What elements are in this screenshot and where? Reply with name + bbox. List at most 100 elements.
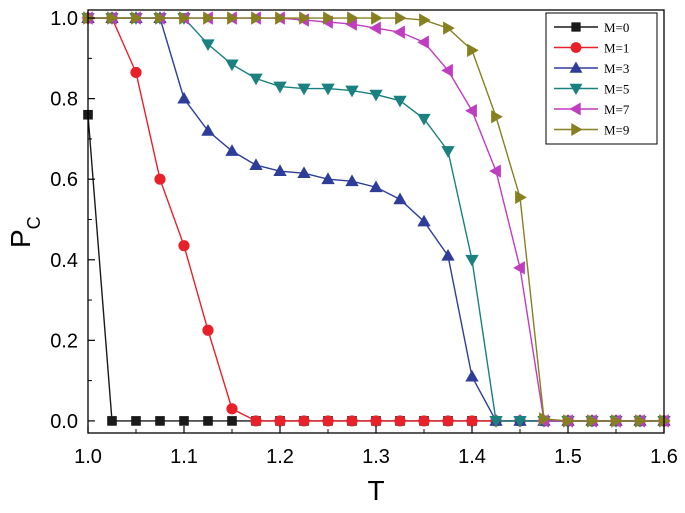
data-point: [570, 42, 582, 53]
data-point: [203, 11, 215, 25]
data-point: [201, 124, 215, 136]
y-tick-label: 0.6: [50, 169, 78, 191]
data-point: [393, 25, 405, 39]
y-tick-label: 0.2: [50, 330, 78, 352]
data-point: [587, 414, 599, 428]
data-point: [369, 180, 383, 193]
data-point: [227, 11, 239, 25]
data-point: [131, 416, 141, 426]
legend-label: M=7: [604, 102, 630, 117]
data-point: [395, 11, 407, 25]
data-point: [418, 415, 430, 427]
data-point: [347, 11, 359, 25]
data-point: [569, 102, 581, 116]
data-point: [370, 415, 382, 427]
data-point: [130, 66, 142, 79]
data-point: [274, 415, 286, 427]
data-point: [393, 192, 407, 205]
data-point: [441, 146, 455, 158]
data-point: [442, 415, 454, 427]
data-point: [465, 254, 479, 267]
x-tick-label: 1.5: [554, 446, 582, 468]
series-layer: [81, 11, 671, 428]
data-point: [369, 89, 383, 102]
x-tick-label: 1.6: [650, 446, 678, 468]
legend-item: M=7: [554, 102, 630, 117]
data-point: [177, 91, 191, 104]
data-point: [250, 415, 262, 427]
legend-label: M=0: [604, 20, 629, 35]
data-point: [107, 11, 119, 25]
legend-item: M=5: [554, 82, 629, 97]
data-point: [273, 81, 287, 94]
data-point: [179, 11, 191, 25]
data-point: [513, 261, 525, 275]
data-point: [345, 85, 359, 98]
legend-item: M=3: [554, 61, 629, 76]
data-point: [369, 21, 381, 35]
data-point: [275, 11, 287, 25]
y-axis-title: PC: [5, 216, 44, 248]
data-point: [251, 11, 263, 25]
data-point: [298, 415, 310, 427]
y-tick-label: 0.8: [50, 89, 78, 111]
data-point: [225, 59, 239, 72]
x-tick-label: 1.0: [74, 446, 102, 468]
data-point: [569, 61, 583, 73]
data-point: [611, 414, 623, 428]
data-point: [571, 123, 583, 136]
data-point: [371, 11, 383, 25]
y-axis-title-main: P: [5, 229, 36, 248]
data-point: [273, 164, 287, 177]
data-point: [249, 73, 263, 86]
data-point: [227, 416, 237, 426]
data-point: [441, 248, 455, 261]
data-point: [465, 104, 477, 118]
data-point: [563, 414, 575, 428]
data-point: [155, 416, 165, 426]
data-point: [346, 415, 358, 427]
data-point: [107, 416, 117, 426]
legend-box: [545, 12, 658, 145]
axis-ticks: 1.0 1.1 1.2 1.3 1.4 1.5 1.6 0.0 0.2 0.4 0.6 0.8 1.0: [50, 8, 678, 468]
data-point: [635, 414, 647, 428]
data-point: [467, 43, 479, 57]
x-axis-title: T: [367, 475, 384, 506]
legend-item: M=9: [554, 123, 629, 138]
data-point: [249, 158, 263, 170]
y-axis-title-subscript: C: [24, 216, 44, 229]
legend-label: M=3: [604, 61, 629, 76]
series-line: [87, 114, 664, 422]
data-point: [297, 83, 311, 96]
data-point: [322, 415, 334, 427]
data-point: [515, 190, 527, 204]
data-point: [659, 414, 671, 428]
legend-item: M=0: [554, 20, 629, 35]
series-m-0: [83, 109, 669, 426]
data-point: [321, 83, 335, 96]
legend: M=0 M=1 M=3 M=5 M=7 M=9: [545, 12, 658, 145]
data-point: [203, 416, 213, 426]
data-point: [178, 240, 190, 252]
data-point: [321, 172, 335, 185]
data-point: [299, 11, 311, 25]
data-point: [154, 173, 166, 185]
data-point: [539, 412, 551, 426]
data-point: [417, 35, 429, 49]
data-point: [345, 174, 359, 187]
data-point: [513, 416, 527, 428]
legend-item: M=1: [554, 41, 629, 56]
y-tick-label: 1.0: [50, 8, 78, 30]
data-point: [179, 416, 189, 426]
data-point: [419, 13, 431, 27]
data-point: [443, 21, 455, 35]
data-point: [394, 415, 406, 427]
data-point: [465, 369, 479, 382]
data-point: [155, 11, 167, 25]
y-tick-label: 0.4: [50, 250, 78, 272]
x-tick-label: 1.3: [362, 446, 390, 468]
data-point: [297, 166, 311, 179]
y-tick-label: 0.0: [50, 411, 78, 433]
